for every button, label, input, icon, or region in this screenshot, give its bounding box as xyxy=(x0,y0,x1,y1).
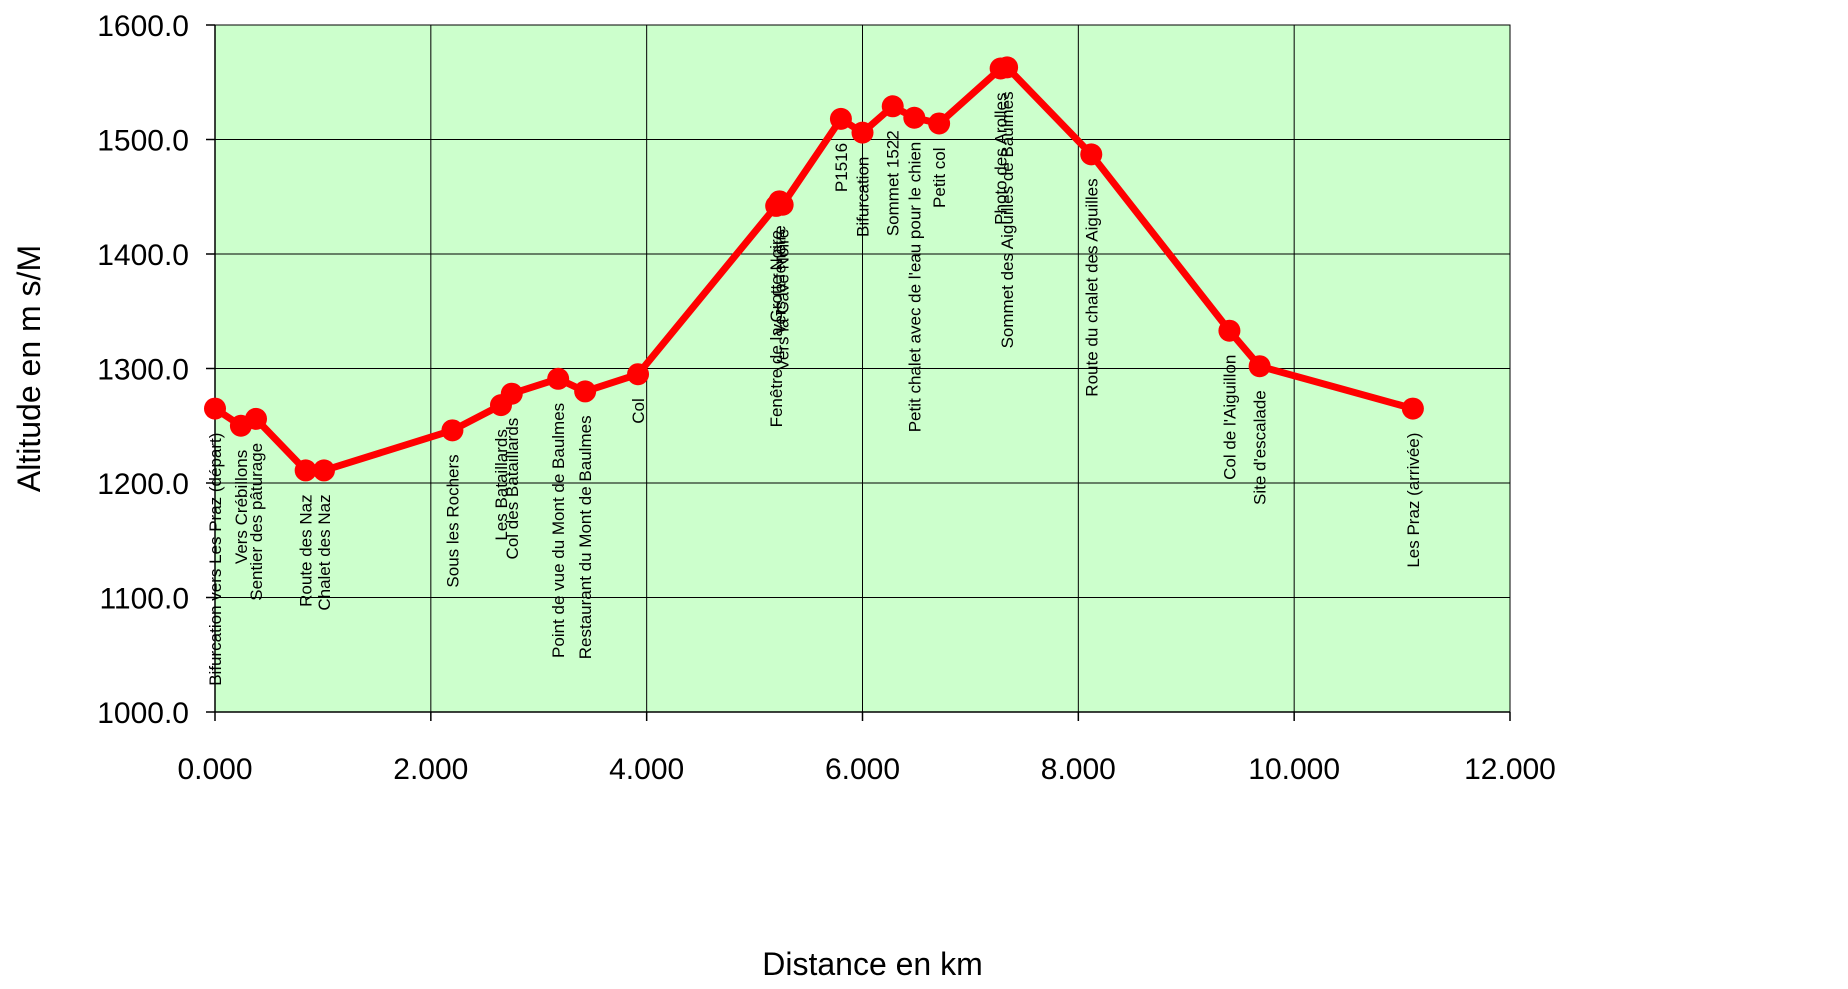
x-tick-label: 2.000 xyxy=(393,753,468,786)
x-tick-label: 4.000 xyxy=(609,753,684,786)
point-label: Bifurcation xyxy=(854,157,873,237)
point-label: Sommet des Aiguilles de Baulmes xyxy=(998,91,1017,348)
point-label: Les Praz (arrivée) xyxy=(1404,433,1423,568)
data-point xyxy=(928,112,951,135)
y-tick-label: 1100.0 xyxy=(99,583,189,616)
point-label: Point de vue du Mont de Baulmes xyxy=(549,403,568,658)
point-label: Photo des Arolles xyxy=(992,93,1011,225)
point-label: Chalet des Naz xyxy=(315,494,334,610)
point-label: Vers la Cave Noire xyxy=(774,229,793,371)
y-tick-label: 1300.0 xyxy=(97,354,189,387)
point-label: Les Bataillards xyxy=(492,429,511,541)
data-point xyxy=(441,419,464,442)
y-tick-label: 1000.0 xyxy=(97,697,189,730)
data-point xyxy=(851,121,874,144)
point-label: Sommet 1522 xyxy=(884,130,903,236)
point-label: P1516 xyxy=(832,143,851,192)
point-labels: Bifurcation vers Les Praz (départ) Vers C… xyxy=(206,91,1423,685)
data-point xyxy=(771,193,794,216)
point-label: Sous les Rochers xyxy=(443,454,462,587)
point-label: Site d'escalade xyxy=(1251,390,1270,505)
y-tick-label: 1400.0 xyxy=(97,239,189,272)
axes xyxy=(206,24,1511,721)
data-point xyxy=(996,56,1019,79)
point-label: Col des Bataillards xyxy=(503,418,522,560)
point-label: Petit chalet avec de l'eau pour le chien xyxy=(905,142,924,433)
y-axis-title: Altitude en m s/M xyxy=(11,245,47,492)
data-point xyxy=(574,380,597,403)
point-label: Bifurcation vers Les Praz (départ) xyxy=(206,433,225,686)
x-tick-labels: 0.000 2.000 4.000 6.000 8.000 10.000 12.000 xyxy=(177,753,1555,786)
x-tick-label: 8.000 xyxy=(1041,753,1116,786)
y-tick-label: 1500.0 xyxy=(97,125,189,158)
point-label: Fenêtre de la Grotte Noire xyxy=(767,230,786,427)
point-label: Col xyxy=(629,398,648,424)
data-point xyxy=(1401,397,1424,420)
x-tick-label: 10.000 xyxy=(1248,753,1340,786)
x-tick-label: 6.000 xyxy=(825,753,900,786)
data-point xyxy=(627,363,650,386)
plot-border xyxy=(214,24,1511,713)
x-tick-label: 0.000 xyxy=(177,753,252,786)
point-label: Vers la fenêtre xyxy=(770,225,789,335)
data-point xyxy=(245,407,268,430)
y-tick-label: 1600.0 xyxy=(97,10,189,43)
data-point xyxy=(829,107,852,130)
data-point xyxy=(547,367,570,390)
point-markers xyxy=(204,56,1424,482)
point-label: Route du chalet des Aiguilles xyxy=(1082,178,1101,396)
data-point xyxy=(204,397,226,420)
x-tick-label: 12.000 xyxy=(1464,753,1556,786)
data-point xyxy=(1080,143,1103,166)
data-point xyxy=(1218,319,1241,342)
point-label: Sentier des pâturage xyxy=(247,443,266,601)
data-point xyxy=(294,459,317,482)
y-tick-labels: 1000.0 1100.0 1200.0 1300.0 1400.0 1500.0 1600… xyxy=(97,10,189,730)
y-tick-label: 1200.0 xyxy=(97,468,189,501)
point-label: Restaurant du Mont de Baulmes xyxy=(576,415,595,659)
data-point xyxy=(500,382,523,405)
data-point xyxy=(881,95,904,118)
point-label: Col de l'Aiguillon xyxy=(1220,355,1239,480)
x-axis-title: Distance en km xyxy=(762,946,983,982)
point-label: Route des Naz xyxy=(297,494,316,606)
data-point xyxy=(1248,355,1271,378)
data-point xyxy=(903,106,926,129)
point-label: Vers Crébillons xyxy=(232,450,251,564)
point-label: Petit col xyxy=(930,147,949,207)
data-point xyxy=(312,459,335,482)
